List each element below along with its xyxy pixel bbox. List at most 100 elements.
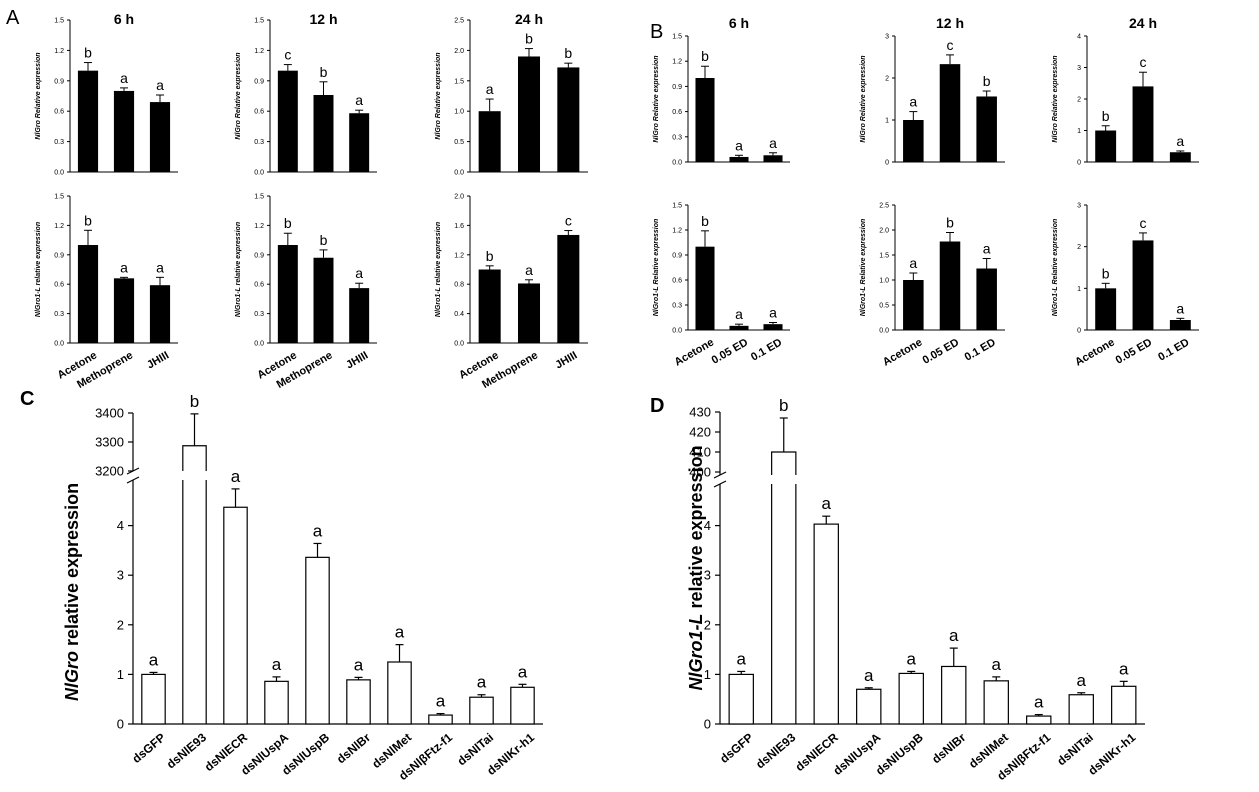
bar — [149, 285, 171, 343]
axis-break-mark — [126, 476, 140, 484]
y-tick-label: 2 — [1077, 97, 1081, 104]
bar — [517, 56, 541, 173]
y-tick-label: 0.8 — [454, 282, 464, 289]
bar — [976, 268, 997, 330]
significance-letter: c — [565, 213, 572, 229]
significance-letter: a — [909, 94, 917, 110]
significance-letter: a — [983, 241, 991, 257]
y-tick-label: 0.5 — [879, 303, 889, 310]
axis-break-mark — [713, 471, 727, 479]
x-category-label: Acetone — [881, 336, 925, 368]
chart-B-6h-Gro: 0.0 0.3 0.6 0.9 1.2 1.5 NlGro Relative express… — [653, 15, 790, 167]
y-tick-label: 0.0 — [54, 341, 64, 348]
significance-letter: b — [320, 64, 328, 80]
panel-label-b: B — [650, 21, 663, 43]
y-tick-label: 1.6 — [454, 223, 464, 230]
significance-letter: a — [355, 265, 363, 281]
bar — [277, 245, 298, 343]
y-tick-label: 1.5 — [879, 253, 889, 260]
significance-letter: a — [354, 655, 364, 674]
significance-letter: a — [272, 655, 282, 674]
chart-B-24h-Gro1L: 0 1 2 3 NlGro1-L Relative expression b Acetone… — [1052, 203, 1199, 369]
bar — [729, 325, 749, 330]
x-category-label: dsNlUspB — [873, 730, 926, 778]
bar — [728, 673, 754, 725]
significance-letter: c — [284, 47, 291, 63]
y-tick-label: 1.2 — [672, 59, 682, 66]
y-tick-label: 1.2 — [254, 223, 264, 230]
chart-A-12h-Gro: 0.0 0.3 0.6 0.9 1.2 1.5 NlGro Relative express… — [235, 11, 377, 177]
bar — [939, 241, 961, 330]
panel-label-c: C — [20, 388, 34, 410]
y-tick-label: 0.9 — [54, 252, 64, 259]
y-tick-label: 0.4 — [454, 311, 464, 318]
significance-letter: b — [190, 392, 199, 411]
bar — [478, 111, 501, 172]
y-tick-label: 2.5 — [454, 18, 464, 25]
significance-letter: b — [564, 45, 572, 61]
y-tick-label: 1 — [1077, 286, 1081, 293]
y-tick-label: 0 — [1077, 328, 1081, 335]
chart-C: 0 1 2 3 4 3200 3300 3400 NlGro relative expressi… — [62, 392, 543, 783]
y-tick-label: 3200 — [95, 464, 124, 479]
bar — [1111, 685, 1137, 725]
significance-letter: a — [735, 137, 743, 153]
y-tick-label: 0.3 — [672, 303, 682, 310]
significance-letter: b — [84, 212, 92, 228]
y-tick-label: 0.0 — [254, 170, 264, 177]
bar-upper-segment — [182, 445, 207, 471]
bar — [695, 246, 715, 330]
chart-A-12h-Gro1L: 0.0 0.3 0.6 0.9 1.2 1.5 NlGro1-L relative expr… — [235, 194, 377, 391]
y-tick-label: 2.0 — [879, 228, 889, 235]
bar — [313, 257, 334, 343]
y-tick-label: 0.3 — [672, 134, 682, 141]
y-tick-label: 0.3 — [54, 139, 64, 146]
bar — [1068, 694, 1094, 725]
y-tick-label: 0.9 — [54, 78, 64, 85]
panel-label-d: D — [650, 395, 664, 417]
y-tick-label: 1.5 — [54, 194, 64, 201]
y-tick-label: 1.2 — [54, 48, 64, 55]
y-tick-label: 1.5 — [672, 203, 682, 210]
x-category-label: 0.1 ED — [963, 336, 998, 363]
y-axis-label-rest: relative expression — [686, 445, 706, 613]
bar — [763, 324, 783, 330]
x-category-label: Acetone — [673, 336, 717, 368]
significance-letter: c — [947, 37, 954, 53]
bar — [1026, 715, 1052, 725]
bar — [113, 278, 135, 343]
bar — [305, 556, 330, 725]
chart-title: 6 h — [729, 15, 749, 31]
y-axis-label: NlGro1-L Relative expression — [653, 219, 660, 317]
y-tick-label: 1.5 — [254, 18, 264, 25]
y-tick-label: 0.0 — [672, 328, 682, 335]
bar — [1095, 130, 1117, 162]
significance-letter: b — [320, 232, 328, 248]
y-tick-label: 0.9 — [672, 253, 682, 260]
bar — [141, 673, 166, 725]
chart-B-12h-Gro: 0 1 2 3 NlGro Relative expression 12 h a c b — [860, 15, 1005, 167]
x-category-label: 0.05 ED — [1114, 336, 1154, 366]
y-tick-label: 1.2 — [454, 252, 464, 259]
significance-letter: b — [525, 31, 533, 47]
y-axis-label-gene: NlGro — [62, 651, 82, 701]
y-tick-label: 0 — [704, 717, 711, 732]
significance-letter: c — [1140, 215, 1147, 231]
significance-letter: b — [84, 45, 92, 61]
significance-letter: a — [120, 259, 128, 275]
bar-lower-segment — [182, 480, 207, 724]
significance-letter: a — [1034, 693, 1044, 712]
y-tick-label: 0.0 — [454, 341, 464, 348]
significance-letter: a — [907, 649, 917, 668]
y-axis-label: NlGro Relative expression — [35, 52, 42, 139]
bar — [349, 113, 370, 172]
bar — [941, 665, 967, 725]
x-category-label: JHIII — [553, 349, 579, 371]
bar — [264, 680, 289, 725]
bar — [517, 283, 541, 343]
chart-B-24h-Gro: 0 1 2 3 4 NlGro Relative expression 24 h b c a — [1052, 15, 1199, 167]
bar — [856, 688, 882, 725]
significance-letter: b — [486, 248, 494, 264]
y-tick-label: 0.5 — [454, 139, 464, 146]
bar — [313, 94, 334, 172]
